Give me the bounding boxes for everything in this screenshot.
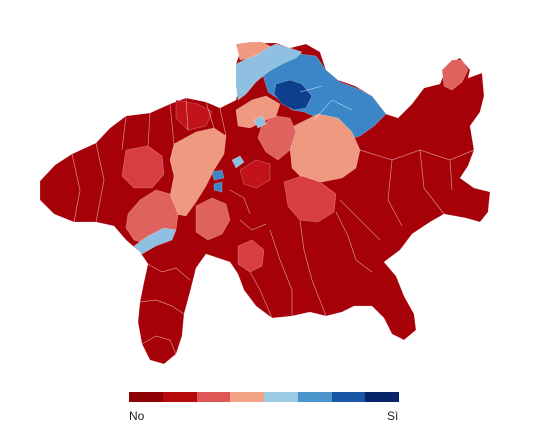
legend-swatch-6: [297, 392, 332, 402]
region-w-salmon: [169, 127, 227, 217]
region-n-salmon: [235, 41, 271, 61]
region-e-salmon: [441, 59, 469, 91]
region-c-lightred-2: [195, 197, 231, 241]
region-c-lightred: [257, 115, 297, 161]
color-legend: [129, 392, 399, 402]
legend-swatch-8: [365, 392, 399, 402]
region-c-bluespot-3: [253, 115, 267, 129]
municipality-borders: [71, 85, 475, 355]
legend-high-label: Sì: [387, 409, 399, 423]
legend-swatch-7: [331, 392, 366, 402]
legend-swatch-5: [264, 392, 298, 402]
country-base: [39, 42, 491, 365]
legend-swatch-3: [196, 392, 231, 402]
region-ne-darkblue: [273, 79, 313, 111]
region-ne-blue: [261, 53, 387, 141]
region-s-lightred: [237, 239, 265, 273]
region-sw-blue: [133, 227, 177, 255]
legend-swatch-2: [162, 392, 197, 402]
region-c-bluespot-1: [211, 169, 225, 181]
region-c-salmon: [289, 113, 361, 183]
legend-swatch-4: [230, 392, 264, 402]
region-c-midred: [283, 175, 337, 223]
legend-low-label: No: [129, 409, 145, 423]
region-c-red-1: [239, 159, 271, 189]
region-c-bluespot-4: [213, 181, 223, 193]
region-c-bluespot-2: [231, 155, 245, 169]
region-c-red-2: [175, 99, 213, 131]
region-w-midred: [121, 145, 165, 189]
legend-swatch-1: [129, 392, 163, 402]
